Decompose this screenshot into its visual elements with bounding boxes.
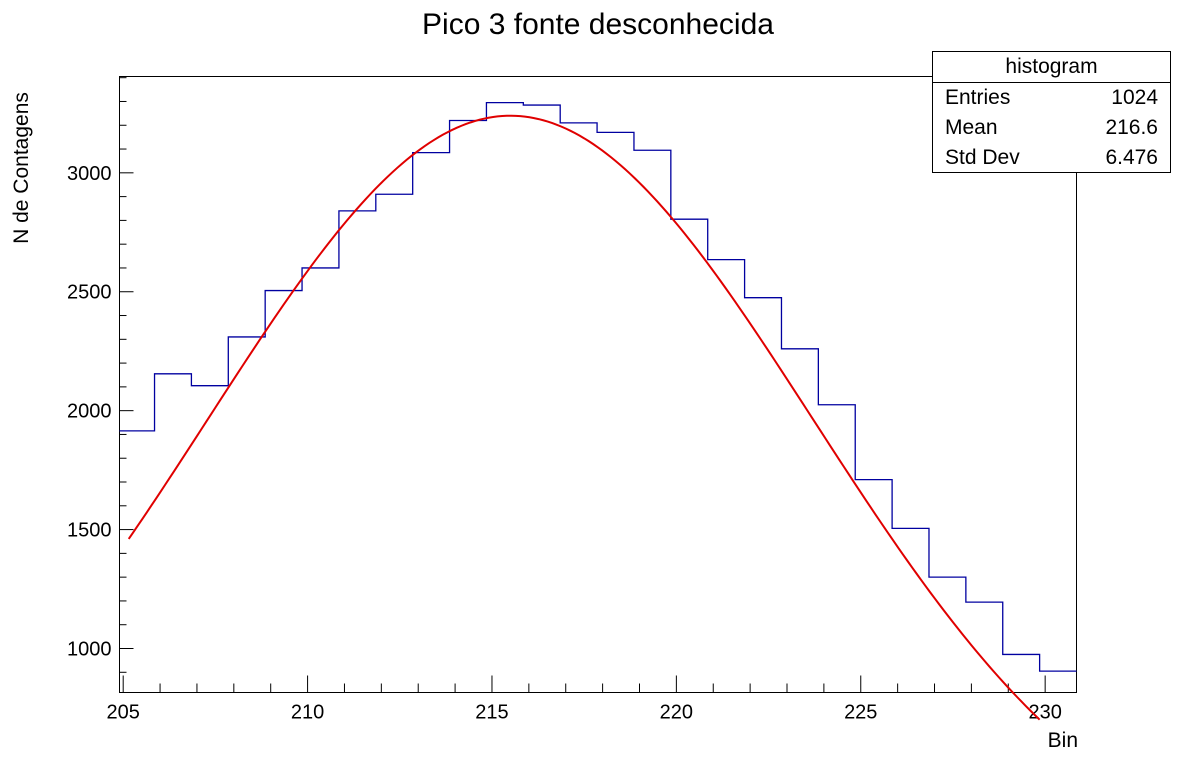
stats-row-mean: Mean 216.6 (933, 113, 1170, 143)
x-tick-label: 210 (291, 702, 324, 724)
y-tick-label: 2500 (67, 282, 112, 304)
fit-curve (127, 114, 1041, 721)
histogram-series (119, 102, 1077, 672)
stats-label: Std Dev (945, 146, 1020, 169)
stats-label: Entries (945, 86, 1011, 109)
stats-row-entries: Entries 1024 (933, 83, 1170, 113)
x-tick-label: 215 (475, 702, 508, 724)
y-axis: 1000 1500 2000 2500 3000 (67, 77, 134, 673)
stats-row-stddev: Std Dev 6.476 (933, 143, 1170, 173)
y-tick-label: 2000 (67, 401, 112, 423)
x-tick-label: 225 (844, 702, 877, 724)
x-axis-label: Bin (1047, 729, 1078, 752)
plot-frame (119, 76, 1077, 693)
y-tick-label: 1500 (67, 520, 112, 542)
stats-value: 6.476 (1105, 146, 1158, 169)
stats-box: histogram Entries 1024 Mean 216.6 Std De… (932, 51, 1171, 173)
chart-title: Pico 3 fonte desconhecida (422, 8, 774, 41)
x-axis: 205 210 215 220 225 230 (107, 675, 1062, 724)
x-tick-label: 205 (107, 702, 140, 724)
y-tick-label: 1000 (67, 639, 112, 661)
stats-value: 1024 (1111, 86, 1158, 109)
x-tick-label: 220 (660, 702, 693, 724)
y-tick-label: 3000 (67, 163, 112, 185)
stats-label: Mean (945, 116, 998, 139)
stats-value: 216.6 (1105, 116, 1158, 139)
stats-header: histogram (933, 52, 1170, 83)
